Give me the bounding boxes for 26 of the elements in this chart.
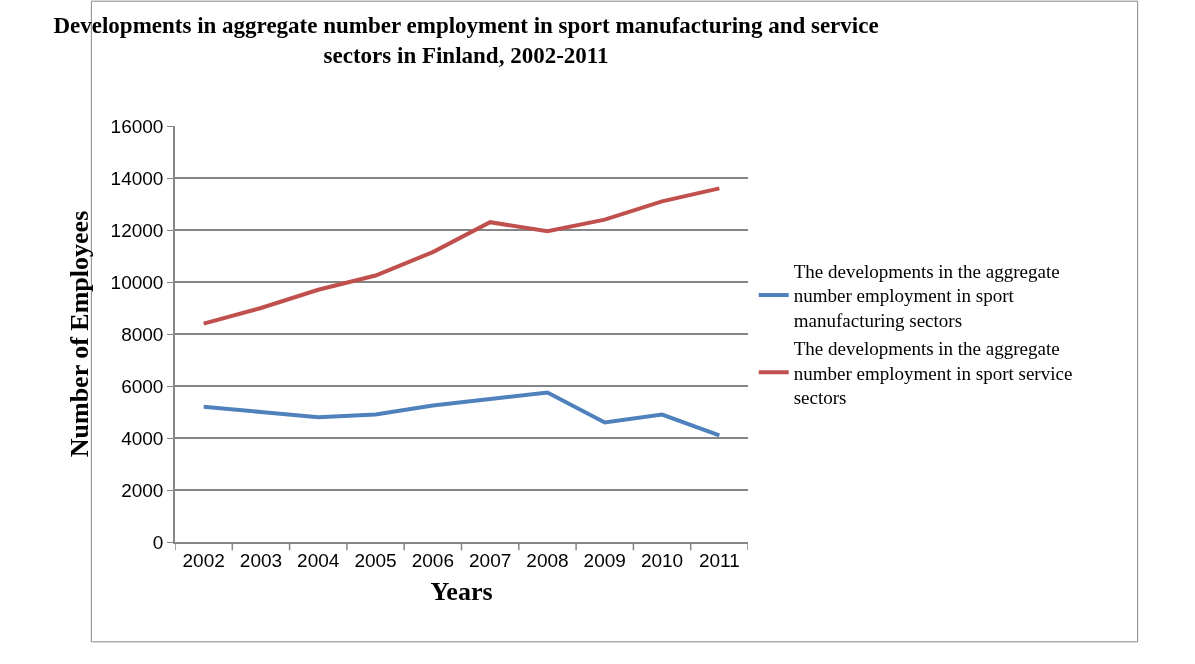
y-tick-label: 12000 [110, 219, 164, 241]
x-tick-label: 2007 [469, 549, 512, 571]
x-tick-label: 2011 [698, 549, 740, 571]
y-tick-label: 14000 [110, 167, 164, 189]
y-axis-title: Number of Employees [64, 210, 94, 458]
x-tick-label: 2004 [297, 549, 340, 571]
y-tick-label: 0 [152, 531, 164, 553]
x-tick-label: 2003 [239, 549, 283, 571]
y-tick-label: 10000 [110, 271, 164, 293]
x-tick-label: 2002 [182, 549, 225, 571]
x-tick-label: 2005 [354, 549, 397, 571]
y-tick-label: 4000 [121, 427, 164, 449]
legend-label: The developments in the aggregate number employment in sport manufacturing sectors [793, 260, 1060, 332]
x-tick-label: 2010 [640, 549, 684, 571]
legend-label: The developments in the aggregate number employment in sport service sectors [793, 337, 1073, 409]
x-tick-label: 2006 [411, 549, 454, 571]
y-tick-label: 16000 [110, 115, 164, 137]
chart-title: Developments in aggregate number employment in sport manufacturing and service sectors in Finland, 2002-2011 [53, 13, 879, 69]
line-series [201, 186, 722, 326]
x-axis-title: Years [430, 576, 493, 606]
x-tick-label: 2008 [526, 549, 569, 571]
y-tick-label: 8000 [121, 323, 164, 345]
x-tick-label: 2009 [583, 549, 626, 571]
y-tick-label: 6000 [121, 375, 164, 397]
y-tick-label: 2000 [121, 479, 164, 501]
line-series [201, 390, 722, 438]
